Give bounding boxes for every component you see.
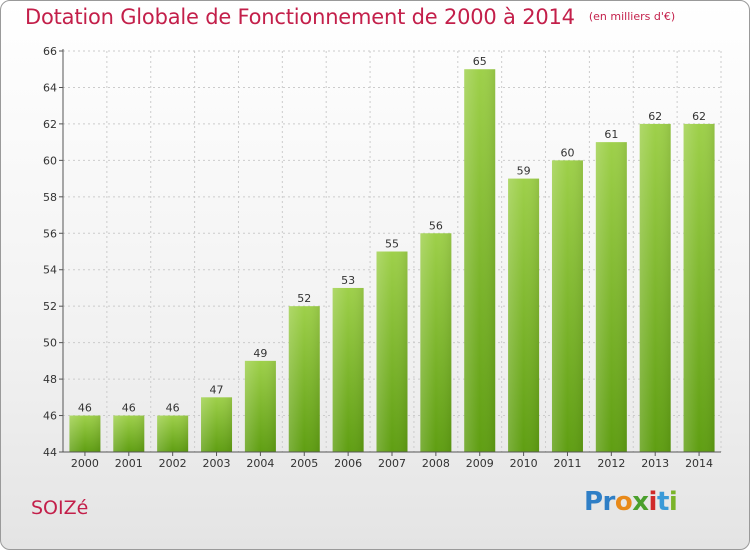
proxiti-logo[interactable]: Proxiti <box>584 487 678 517</box>
x-tick-label: 2000 <box>71 457 99 470</box>
x-tick-label: 2002 <box>159 457 187 470</box>
bar-shade <box>113 415 145 452</box>
chart-unit: (en milliers d'€) <box>588 10 676 23</box>
x-tick-label: 2008 <box>422 457 450 470</box>
bar-value-label: 56 <box>429 219 443 232</box>
y-tick-label: 58 <box>43 191 57 204</box>
bar-shade <box>201 397 233 452</box>
x-tick-label: 2012 <box>597 457 625 470</box>
bar-shade <box>244 360 276 452</box>
x-tick-label: 2007 <box>378 457 406 470</box>
logo-part-5: t <box>656 487 669 517</box>
bar-value-label: 55 <box>385 238 399 251</box>
x-tick-label: 2001 <box>115 457 143 470</box>
y-tick-label: 48 <box>43 373 57 386</box>
y-tick-label: 56 <box>43 227 57 240</box>
y-tick-label: 46 <box>43 410 57 423</box>
bar-value-label: 60 <box>560 146 574 159</box>
logo-part-2: o <box>614 487 633 517</box>
chart-title: Dotation Globale de Fonctionnement de 20… <box>25 5 675 29</box>
bar-value-label: 65 <box>473 55 487 68</box>
bar-value-label: 53 <box>341 274 355 287</box>
logo-part-6: i <box>668 487 678 517</box>
x-tick-label: 2003 <box>203 457 231 470</box>
bar-shade <box>376 251 408 452</box>
logo-part-1: Pr <box>584 487 615 517</box>
x-tick-label: 2006 <box>334 457 362 470</box>
y-tick-label: 52 <box>43 300 57 313</box>
bar-value-label: 62 <box>692 110 706 123</box>
x-tick-label: 2013 <box>641 457 669 470</box>
bar-value-label: 61 <box>604 128 618 141</box>
bar-shade <box>683 123 715 452</box>
bar-shade <box>69 415 101 452</box>
x-tick-label: 2009 <box>466 457 494 470</box>
logo-part-4: i <box>648 487 658 517</box>
y-tick-label: 54 <box>43 264 57 277</box>
y-tick-label: 60 <box>43 154 57 167</box>
y-tick-label: 50 <box>43 337 57 350</box>
bar-value-label: 47 <box>210 383 224 396</box>
x-tick-label: 2014 <box>685 457 713 470</box>
bar-value-label: 46 <box>122 402 136 415</box>
bar-shade <box>288 306 320 452</box>
x-tick-label: 2004 <box>246 457 274 470</box>
bar-value-label: 46 <box>166 402 180 415</box>
x-tick-label: 2011 <box>553 457 581 470</box>
bar-value-label: 52 <box>297 292 311 305</box>
bar-shade <box>420 233 452 452</box>
x-tick-label: 2010 <box>510 457 538 470</box>
bars: 46 46 46 47 49 52 53 55 56 65 59 60 61 62 62 <box>69 55 715 453</box>
bar-shade <box>551 160 583 452</box>
bar-value-label: 59 <box>517 165 531 178</box>
city-name: SOIZé <box>31 497 89 519</box>
bar-shade <box>157 415 189 452</box>
logo-part-3: x <box>632 487 649 517</box>
bar-shade <box>639 123 671 452</box>
bar-shade <box>508 178 540 452</box>
y-tick-label: 64 <box>43 81 57 94</box>
bar-shade <box>464 69 496 453</box>
bar-value-label: 62 <box>648 110 662 123</box>
bar-value-label: 49 <box>253 347 267 360</box>
bar-shade <box>332 287 364 452</box>
chart-title-text: Dotation Globale de Fonctionnement de 20… <box>25 5 575 29</box>
y-tick-label: 66 <box>43 45 57 58</box>
y-tick-label: 62 <box>43 118 57 131</box>
x-tick-label: 2005 <box>290 457 318 470</box>
bar-shade <box>595 142 627 453</box>
y-tick-label: 44 <box>43 446 57 459</box>
axes: 44 46 48 50 52 54 56 58 60 62 64 66 2000 2001 2002 2003… <box>43 45 721 470</box>
bar-value-label: 46 <box>78 402 92 415</box>
